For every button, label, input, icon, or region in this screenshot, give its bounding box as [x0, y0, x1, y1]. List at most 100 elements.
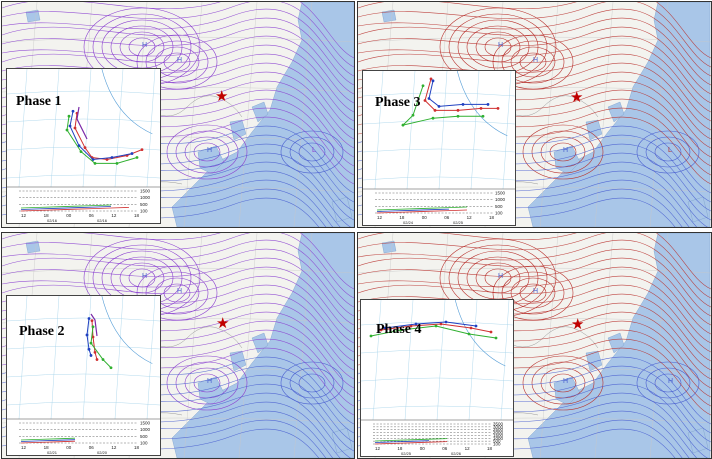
pressure-level-label: 1500 [140, 421, 151, 426]
isobar-line [358, 35, 711, 104]
isobar-line [475, 31, 521, 63]
inset-map-area [7, 296, 160, 419]
profile-trace [20, 204, 112, 209]
trajectory-point [85, 333, 89, 337]
trajectory-inset: 1500 1000 500 100 12 18 00 06 12 18 02/16 02/16 Pha… [6, 68, 161, 224]
isobar-line [193, 373, 221, 393]
profile-trace [376, 209, 468, 214]
trajectory-point [71, 109, 75, 113]
coastline [454, 299, 506, 367]
isobar-line [519, 52, 547, 72]
time-tick-label: 06 [89, 445, 95, 450]
pressure-center-label: H [207, 378, 212, 385]
isobar-line [645, 367, 691, 399]
time-tick-label: 12 [375, 446, 381, 451]
phase-label: Phase 3 [375, 95, 421, 110]
graticule-line [594, 2, 614, 227]
time-tick-label: 12 [111, 213, 117, 218]
isobar-line [358, 53, 711, 122]
isobar-line [358, 257, 711, 326]
graticule-line [6, 174, 161, 179]
profile-trace [20, 206, 112, 210]
trajectory-point [423, 99, 427, 102]
profile-trace [374, 440, 430, 443]
time-tick-label: 12 [467, 215, 473, 220]
trajectory-point [65, 128, 69, 132]
trajectory-point [77, 144, 81, 148]
graticule-line [82, 68, 92, 188]
isobar-line [2, 44, 354, 113]
isobar-line [175, 361, 239, 405]
isobar-line [358, 239, 711, 308]
pressure-center-label: H [207, 147, 212, 154]
graticule-line [649, 2, 669, 227]
trajectory-line [69, 111, 133, 160]
isobar-line [2, 248, 354, 317]
pressure-level-label: 2500 [493, 427, 504, 432]
trajectory-point [494, 336, 498, 340]
isobar-line [2, 2, 354, 59]
isobar-line [154, 46, 200, 78]
graticule-line [362, 148, 516, 153]
sea-area [25, 240, 41, 254]
time-tick-label: 12 [465, 446, 471, 451]
graticule-line [360, 377, 514, 382]
trajectory-point [431, 116, 435, 120]
graticule-line [404, 299, 414, 421]
isobar-line [358, 8, 711, 77]
trajectory-line [66, 116, 138, 164]
isobar-line [549, 142, 577, 162]
phase-label: Phase 2 [19, 324, 65, 339]
graticule-line [6, 373, 161, 378]
time-tick-label: 00 [420, 446, 426, 451]
isobar-line [136, 265, 218, 321]
trajectory-point [481, 114, 485, 118]
graticule-line [500, 299, 510, 421]
trajectory-point [73, 126, 77, 130]
red-star-icon: ★ [570, 89, 584, 106]
trajectory-point [427, 97, 431, 100]
isobar-line [358, 26, 711, 95]
coastline [101, 68, 153, 135]
profile-trace [376, 208, 450, 212]
pressure-center-label: H [533, 57, 538, 64]
trajectory-point [87, 347, 91, 351]
pressure-level-label: 1000 [140, 195, 151, 200]
trajectory-inset: 1500 1000 500 100 12 18 00 06 12 18 02/24 02/25 Pha… [362, 70, 516, 226]
pressure-level-label: 100 [493, 442, 501, 447]
trajectory-point [140, 148, 144, 152]
isobar-line [358, 233, 711, 299]
time-tick-label: 12 [111, 445, 117, 450]
isobar-line [166, 124, 248, 180]
graticule-line [436, 299, 446, 421]
graticule-line [238, 233, 258, 458]
isobar-line [136, 34, 218, 90]
graticule-line [362, 120, 516, 125]
graticule-line [470, 70, 480, 190]
pressure-level-label: 500 [493, 439, 501, 444]
pressure-level-label: 100 [140, 209, 148, 214]
panel-phase-1: HHHHL 1500100050010012180006121802/1602/… [1, 1, 355, 228]
graticule-line [594, 233, 614, 458]
trajectory-point [474, 324, 478, 328]
trajectory-inset: 1500 1000 500 100 12 18 00 06 12 18 02/21 02/20 Pha… [6, 295, 161, 456]
border-line [507, 95, 599, 118]
isobar-line [636, 361, 700, 405]
pressure-level-label: 100 [140, 441, 148, 446]
sea-area [229, 119, 247, 141]
trajectory-point [91, 158, 95, 161]
isobar-line [645, 136, 691, 168]
isobar-line [2, 53, 354, 122]
trajectory-point [110, 156, 114, 159]
isobar-line [298, 373, 326, 393]
isobar-line [175, 130, 239, 174]
time-tick-label: 18 [44, 213, 50, 218]
sea-area [585, 119, 603, 141]
time-tick-label: 06 [442, 446, 448, 451]
trajectory-point [489, 330, 493, 334]
time-tick-label: 00 [66, 213, 72, 218]
